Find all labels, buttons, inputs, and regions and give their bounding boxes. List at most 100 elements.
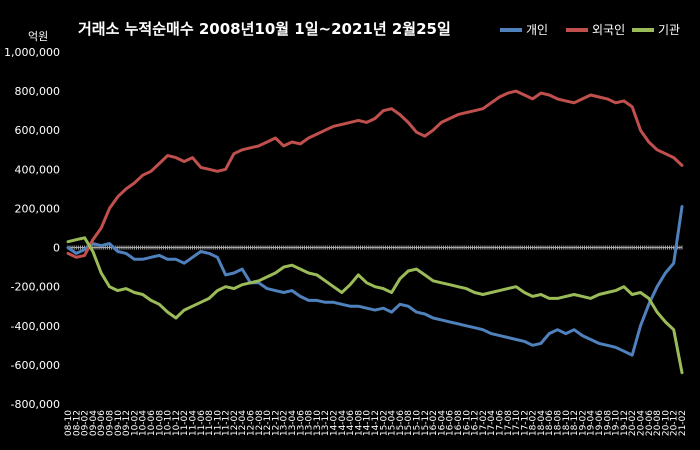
x-tick-label: 12-12 (271, 410, 281, 436)
x-tick-label: 13-02 (280, 410, 290, 436)
x-tick-label: 20-10 (661, 410, 671, 436)
x-tick-label: 12-02 (230, 410, 240, 436)
x-tick-label: 20-04 (637, 410, 647, 436)
legend-label: 개인 (526, 23, 548, 37)
y-tick-label: 1,000,000 (4, 46, 60, 59)
x-tick-label: 16-06 (446, 410, 456, 436)
y-tick-label: 200,000 (15, 202, 61, 215)
x-tick-label: 14-10 (363, 410, 373, 436)
x-tick-label: 11-10 (213, 410, 223, 436)
x-tick-label: 14-02 (330, 410, 340, 436)
x-tick-label: 16-10 (462, 410, 472, 436)
y-tick-label: -200,000 (11, 281, 60, 294)
x-tick-label: 16-12 (471, 410, 481, 436)
series-lines (66, 89, 684, 375)
x-tick-label: 10-04 (139, 410, 149, 436)
x-tick-label: 11-02 (180, 410, 190, 436)
x-tick-label: 15-08 (404, 410, 414, 436)
x-tick-label: 16-04 (437, 410, 447, 436)
x-tick-label: 17-02 (479, 410, 489, 436)
x-tick-label: 09-06 (97, 410, 107, 436)
x-tick-label: 17-12 (520, 410, 530, 436)
x-tick-label: 18-12 (570, 410, 580, 436)
legend-label: 외국인 (592, 23, 625, 37)
x-tick-label: 13-06 (296, 410, 306, 436)
x-tick-label: 11-04 (188, 410, 198, 436)
x-tick-label: 10-12 (172, 410, 182, 436)
x-tick-label: 09-12 (122, 410, 132, 436)
x-tick-label: 19-04 (587, 410, 597, 436)
x-tick-label: 19-10 (612, 410, 622, 436)
x-tick-label: 20-12 (670, 410, 680, 436)
x-tick-label: 17-04 (487, 410, 497, 436)
x-tick-label: 14-04 (338, 410, 348, 436)
x-tick-label: 17-06 (495, 410, 505, 436)
x-tick-label: 16-02 (429, 410, 439, 436)
x-tick-label: 20-02 (628, 410, 638, 436)
x-tick-label: 14-08 (354, 410, 364, 436)
x-tick-label: 18-08 (554, 410, 564, 436)
x-tick-label: 10-10 (164, 410, 174, 436)
y-tick-label: -400,000 (11, 320, 60, 333)
x-tick-label: 08-10 (64, 410, 74, 436)
x-tick-label: 15-02 (379, 410, 389, 436)
series-line-기관 (66, 236, 684, 375)
x-axis (67, 245, 683, 250)
x-tick-label: 10-08 (155, 410, 165, 436)
x-tick-label: 10-02 (130, 410, 140, 436)
x-tick-label: 19-12 (620, 410, 630, 436)
x-tick-label: 15-10 (412, 410, 422, 436)
x-tick-label: 20-06 (645, 410, 655, 436)
y-tick-label: 0 (53, 242, 60, 255)
x-tick-label: 18-02 (529, 410, 539, 436)
x-tick-label: 14-06 (346, 410, 356, 436)
x-tick-label: 18-06 (545, 410, 555, 436)
x-tick-label: 17-10 (512, 410, 522, 436)
x-tick-label: 19-02 (578, 410, 588, 436)
x-tick-label: 20-08 (653, 410, 663, 436)
x-tick-label: 09-08 (105, 410, 115, 436)
x-tick-label: 09-02 (81, 410, 91, 436)
x-tick-label: 14-12 (371, 410, 381, 436)
y-axis-ticks: 1,000,000 800,000 600,000 400,000 200,000 0 -2… (4, 46, 60, 411)
x-tick-label: 15-06 (396, 410, 406, 436)
x-tick-label: 18-10 (562, 410, 572, 436)
y-tick-label: 600,000 (15, 124, 61, 137)
y-axis-unit: 억원 (28, 30, 48, 43)
x-tick-label: 09-04 (89, 410, 99, 436)
x-tick-label: 16-08 (454, 410, 464, 436)
x-tick-label: 13-12 (321, 410, 331, 436)
x-tick-label: 21-02 (678, 410, 688, 436)
x-tick-label: 19-06 (595, 410, 605, 436)
x-tick-label: 13-08 (305, 410, 315, 436)
x-tick-label: 12-08 (255, 410, 265, 436)
chart-title: 거래소 누적순매수 2008년10월 1일~2021년 2월25일 (78, 20, 451, 38)
series-line-외국인 (66, 89, 684, 259)
x-tick-label: 18-04 (537, 410, 547, 436)
legend: 개인 외국인 기관 (500, 23, 680, 37)
x-axis-ticks: 08-1008-1209-0209-0409-0609-0809-1009-12… (64, 410, 688, 436)
y-tick-label: 800,000 (15, 85, 61, 98)
x-tick-label: 12-06 (247, 410, 257, 436)
x-tick-label: 12-04 (238, 410, 248, 436)
y-tick-label: -600,000 (11, 359, 60, 372)
x-tick-label: 12-10 (263, 410, 273, 436)
legend-label: 기관 (658, 23, 680, 37)
x-tick-label: 13-10 (313, 410, 323, 436)
x-tick-label: 15-12 (421, 410, 431, 436)
x-tick-label: 10-06 (147, 410, 157, 436)
x-tick-label: 11-12 (222, 410, 232, 436)
y-tick-label: 400,000 (15, 163, 61, 176)
x-tick-label: 13-04 (288, 410, 298, 436)
series-line-개인 (66, 205, 684, 357)
x-tick-label: 11-08 (205, 410, 215, 436)
x-tick-label: 11-06 (197, 410, 207, 436)
x-tick-label: 08-12 (72, 410, 82, 436)
x-tick-label: 17-08 (504, 410, 514, 436)
x-tick-label: 09-10 (114, 410, 124, 436)
x-tick-label: 15-04 (388, 410, 398, 436)
y-tick-label: -800,000 (11, 398, 60, 411)
x-tick-label: 19-08 (603, 410, 613, 436)
